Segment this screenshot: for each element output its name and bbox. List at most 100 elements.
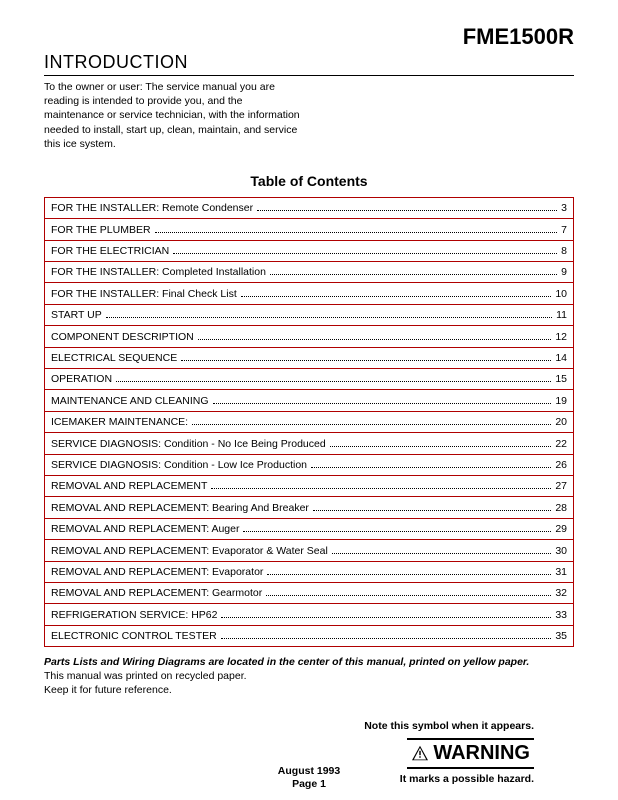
toc-page: 29: [555, 523, 567, 535]
toc-page: 27: [555, 480, 567, 492]
toc-leader: [192, 416, 551, 425]
toc-label: ICEMAKER MAINTENANCE:: [51, 416, 188, 428]
page: FME1500R INTRODUCTION To the owner or us…: [0, 0, 618, 800]
toc-row[interactable]: REMOVAL AND REPLACEMENT: Bearing And Bre…: [44, 497, 574, 518]
toc-row[interactable]: FOR THE ELECTRICIAN 8: [44, 241, 574, 262]
page-footer: August 1993 Page 1: [0, 765, 618, 792]
parts-lists-note: Parts Lists and Wiring Diagrams are loca…: [44, 655, 574, 669]
toc-label: REMOVAL AND REPLACEMENT: [51, 480, 207, 492]
toc-leader: [106, 309, 552, 318]
toc-page: 14: [555, 352, 567, 364]
toc-page: 10: [555, 288, 567, 300]
toc-leader: [311, 459, 551, 468]
toc-page: 3: [561, 202, 567, 214]
model-number: FME1500R: [44, 24, 574, 50]
introduction-heading: INTRODUCTION: [44, 52, 574, 76]
toc-page: 19: [555, 395, 567, 407]
toc-label: ELECTRONIC CONTROL TESTER: [51, 630, 217, 642]
toc-label: OPERATION: [51, 373, 112, 385]
toc-page: 26: [555, 459, 567, 471]
toc-page: 15: [555, 373, 567, 385]
toc-label: FOR THE INSTALLER: Completed Installatio…: [51, 266, 266, 278]
toc-page: 30: [555, 545, 567, 557]
toc-leader: [155, 223, 558, 232]
toc-leader: [198, 330, 552, 339]
toc-row[interactable]: ELECTRONIC CONTROL TESTER 35: [44, 626, 574, 647]
warning-icon: [411, 745, 429, 761]
toc-leader: [313, 501, 551, 510]
toc-row[interactable]: FOR THE INSTALLER: Final Check List 10: [44, 283, 574, 304]
toc-leader: [243, 523, 551, 532]
toc-leader: [221, 608, 551, 617]
toc-row[interactable]: SERVICE DIAGNOSIS: Condition - No Ice Be…: [44, 433, 574, 454]
toc-row[interactable]: REMOVAL AND REPLACEMENT: Auger 29: [44, 519, 574, 540]
toc-page: 9: [561, 266, 567, 278]
toc-leader: [221, 630, 552, 639]
toc-label: REFRIGERATION SERVICE: HP62: [51, 609, 217, 621]
toc-label: FOR THE ELECTRICIAN: [51, 245, 169, 257]
toc-leader: [241, 287, 552, 296]
toc-row[interactable]: REMOVAL AND REPLACEMENT 27: [44, 476, 574, 497]
toc-page: 28: [555, 502, 567, 514]
toc-leader: [213, 394, 552, 403]
toc-label: REMOVAL AND REPLACEMENT: Bearing And Bre…: [51, 502, 309, 514]
note-symbol-line: Note this symbol when it appears.: [44, 720, 574, 732]
toc-label: MAINTENANCE AND CLEANING: [51, 395, 209, 407]
toc-label: SERVICE DIAGNOSIS: Condition - Low Ice P…: [51, 459, 307, 471]
toc-label: FOR THE INSTALLER: Final Check List: [51, 288, 237, 300]
toc-leader: [270, 266, 557, 275]
toc-leader: [181, 352, 551, 361]
toc-label: ELECTRICAL SEQUENCE: [51, 352, 177, 364]
toc-heading: Table of Contents: [44, 173, 574, 189]
toc-row[interactable]: FOR THE INSTALLER: Completed Installatio…: [44, 262, 574, 283]
toc-leader: [266, 587, 551, 596]
toc-label: REMOVAL AND REPLACEMENT: Evaporator: [51, 566, 263, 578]
recycled-note: This manual was printed on recycled pape…: [44, 669, 574, 683]
toc-leader: [211, 480, 551, 489]
toc-page: 20: [555, 416, 567, 428]
toc-page: 31: [555, 566, 567, 578]
toc-row[interactable]: REMOVAL AND REPLACEMENT: Gearmotor 32: [44, 583, 574, 604]
toc-row[interactable]: REMOVAL AND REPLACEMENT: Evaporator 31: [44, 562, 574, 583]
toc-label: REMOVAL AND REPLACEMENT: Auger: [51, 523, 239, 535]
toc-page: 7: [561, 224, 567, 236]
toc-row[interactable]: FOR THE PLUMBER 7: [44, 219, 574, 240]
footer-date: August 1993: [0, 765, 618, 779]
toc-leader: [257, 202, 557, 211]
introduction-body: To the owner or user: The service manual…: [44, 80, 304, 151]
keep-note: Keep it for future reference.: [44, 683, 574, 697]
toc-row[interactable]: SERVICE DIAGNOSIS: Condition - Low Ice P…: [44, 455, 574, 476]
toc-label: START UP: [51, 309, 102, 321]
toc-row[interactable]: OPERATION 15: [44, 369, 574, 390]
toc-label: COMPONENT DESCRIPTION: [51, 331, 194, 343]
toc-page: 8: [561, 245, 567, 257]
toc-label: FOR THE PLUMBER: [51, 224, 151, 236]
toc-leader: [332, 544, 552, 553]
toc-page: 32: [555, 587, 567, 599]
toc-row[interactable]: REFRIGERATION SERVICE: HP62 33: [44, 604, 574, 625]
toc-row[interactable]: ICEMAKER MAINTENANCE: 20: [44, 412, 574, 433]
toc-label: SERVICE DIAGNOSIS: Condition - No Ice Be…: [51, 438, 326, 450]
toc-row[interactable]: ELECTRICAL SEQUENCE 14: [44, 348, 574, 369]
toc-page: 35: [555, 630, 567, 642]
toc-label: REMOVAL AND REPLACEMENT: Evaporator & Wa…: [51, 545, 328, 557]
notes-block: Parts Lists and Wiring Diagrams are loca…: [44, 655, 574, 698]
toc-leader: [330, 437, 552, 446]
toc-page: 12: [555, 331, 567, 343]
toc-page: 33: [555, 609, 567, 621]
toc-label: FOR THE INSTALLER: Remote Condenser: [51, 202, 253, 214]
toc-page: 22: [555, 438, 567, 450]
toc-row[interactable]: FOR THE INSTALLER: Remote Condenser 3: [44, 198, 574, 219]
warning-text: WARNING: [433, 742, 530, 765]
toc-row[interactable]: COMPONENT DESCRIPTION 12: [44, 326, 574, 347]
footer-page: Page 1: [0, 778, 618, 792]
toc-row[interactable]: REMOVAL AND REPLACEMENT: Evaporator & Wa…: [44, 540, 574, 561]
table-of-contents: FOR THE INSTALLER: Remote Condenser 3 FOR…: [44, 197, 574, 647]
toc-leader: [267, 566, 551, 575]
toc-leader: [116, 373, 551, 382]
toc-row[interactable]: START UP 11: [44, 305, 574, 326]
toc-row[interactable]: MAINTENANCE AND CLEANING 19: [44, 390, 574, 411]
toc-page: 11: [556, 309, 567, 321]
toc-label: REMOVAL AND REPLACEMENT: Gearmotor: [51, 587, 262, 599]
toc-leader: [173, 245, 557, 254]
